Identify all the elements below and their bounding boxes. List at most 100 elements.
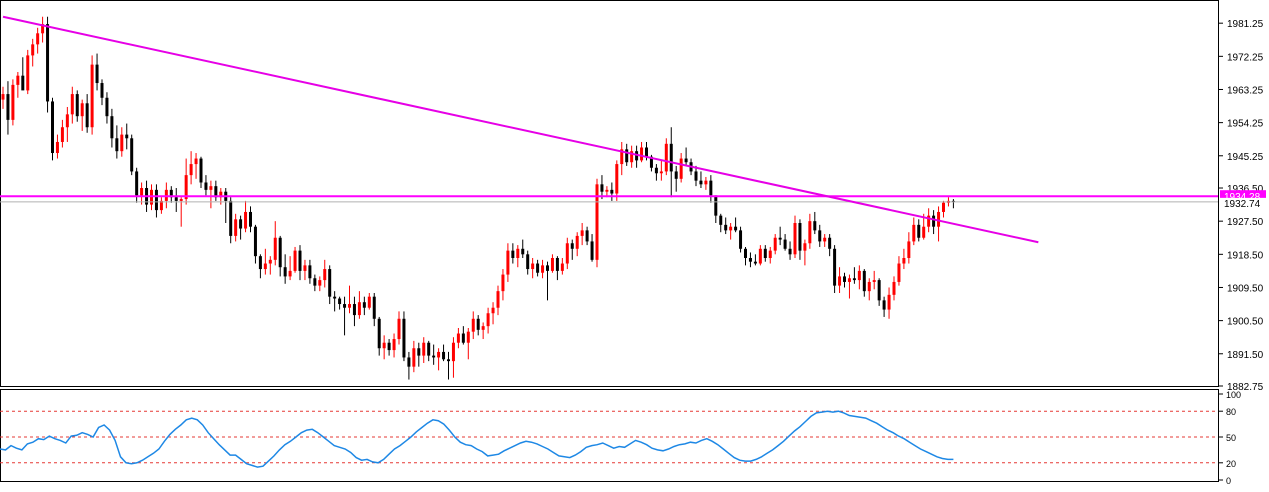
candle-body	[555, 258, 559, 271]
candle	[239, 215, 243, 240]
candle	[303, 259, 307, 281]
candle	[253, 224, 257, 264]
y-tick-label: 1927.50	[1227, 217, 1264, 228]
candle	[932, 210, 936, 235]
y-tick-label: 1909.50	[1227, 283, 1264, 294]
candle-body	[199, 158, 203, 183]
candle-body	[748, 258, 752, 262]
candle-body	[367, 296, 371, 308]
candle-body	[288, 270, 292, 277]
candle-body	[239, 219, 243, 229]
candle	[838, 267, 842, 293]
candle	[867, 278, 871, 301]
candle-body	[273, 237, 277, 260]
candle-body	[476, 318, 480, 330]
candle-body	[744, 248, 747, 258]
candle	[684, 147, 688, 166]
candle-body	[828, 237, 832, 249]
candle	[719, 213, 723, 233]
candle	[115, 125, 119, 159]
candle	[877, 278, 881, 306]
candle	[402, 311, 406, 362]
candle-body	[570, 243, 574, 249]
candle	[625, 143, 629, 166]
candle	[778, 226, 782, 246]
candle-body	[932, 215, 936, 227]
candle	[704, 176, 708, 190]
candle	[125, 123, 129, 150]
candle-body	[169, 189, 173, 198]
candle	[798, 219, 802, 260]
candle-body	[862, 270, 866, 292]
candle-body	[402, 318, 406, 358]
candle-body	[11, 84, 15, 120]
candle-body	[120, 134, 124, 152]
candle-body	[615, 164, 619, 194]
candle-body	[229, 200, 233, 236]
candle	[694, 165, 698, 187]
candle	[536, 259, 540, 277]
candle-body	[511, 250, 515, 258]
candle	[36, 27, 40, 54]
candle-body	[872, 280, 876, 282]
candle	[154, 184, 158, 218]
candle	[857, 265, 861, 290]
candle	[823, 234, 827, 247]
candle	[575, 232, 579, 257]
candle-body	[46, 24, 50, 102]
candle	[214, 180, 218, 201]
candle-body	[80, 103, 84, 117]
candle-body	[887, 294, 891, 310]
candle	[744, 246, 747, 266]
candle	[437, 348, 441, 371]
candle	[229, 197, 233, 244]
candle	[788, 241, 792, 260]
candle-body	[451, 342, 455, 362]
candle	[298, 245, 302, 281]
candle	[461, 326, 465, 345]
candle	[140, 182, 144, 205]
candle	[174, 188, 178, 212]
candle-body	[635, 151, 639, 161]
candle-body	[942, 202, 945, 212]
candle	[194, 153, 198, 179]
candle	[739, 226, 743, 253]
candle-body	[70, 94, 74, 115]
candle-body	[729, 226, 733, 231]
candle-body	[338, 298, 342, 305]
candle	[630, 145, 634, 168]
y-tick-label: 1963.25	[1227, 85, 1264, 96]
candle	[456, 327, 460, 349]
candle-body	[65, 114, 69, 128]
candle	[333, 291, 337, 312]
candle	[847, 274, 851, 299]
candle-body	[249, 211, 252, 227]
candle	[377, 316, 381, 356]
candle-body	[392, 339, 396, 351]
candle-body	[768, 250, 772, 258]
candle	[90, 55, 94, 135]
candle-body	[739, 230, 743, 249]
candle	[283, 254, 287, 284]
candle-body	[585, 230, 589, 242]
candle-body	[907, 241, 911, 258]
candle-body	[922, 226, 926, 238]
candle-body	[684, 158, 688, 163]
candle-body	[734, 226, 738, 231]
candle-body	[798, 223, 802, 251]
candle	[412, 340, 416, 373]
y-tick-label: 1936.50	[1227, 184, 1264, 195]
candle	[887, 287, 891, 319]
candle-body	[506, 250, 510, 275]
candle	[417, 342, 421, 367]
candle-body	[882, 300, 886, 310]
candle-body	[209, 186, 213, 190]
candle	[392, 333, 396, 358]
candle	[26, 49, 30, 95]
candle	[709, 175, 713, 203]
candle	[65, 106, 69, 142]
candle	[348, 285, 351, 314]
bid-price-label: 1932.74	[1224, 199, 1261, 210]
